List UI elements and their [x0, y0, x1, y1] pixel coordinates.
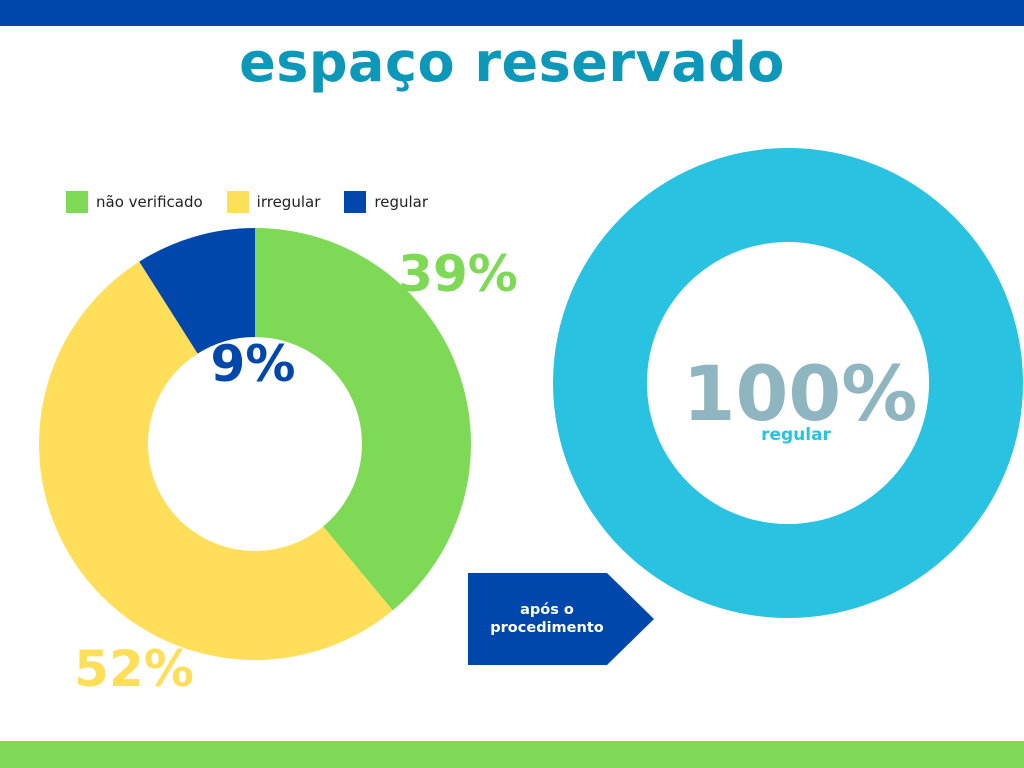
page-title: espaço reservado — [239, 31, 785, 94]
legend-label-irregular: irregular — [256, 193, 321, 211]
legend-swatch-nao-verificado — [66, 191, 88, 213]
legend-swatch-irregular — [226, 191, 249, 213]
legend-item-regular: regular — [344, 191, 428, 213]
chart-legend: não verificado irregular regular — [66, 191, 452, 213]
legend-item-nao-verificado: não verificado — [66, 191, 203, 213]
ring-regular — [553, 148, 1023, 618]
label-nao-verificado-pct: 39% — [398, 245, 518, 303]
bottom-bar — [0, 741, 1024, 768]
legend-item-irregular: irregular — [226, 191, 321, 213]
label-regular-pct: 9% — [211, 335, 296, 393]
slice-nao-verificado — [255, 228, 471, 611]
donut-chart-before — [38, 228, 471, 661]
donut-chart-after — [553, 148, 1023, 618]
slice-regular — [139, 228, 255, 354]
center-label: regular — [761, 425, 831, 445]
slice-irregular — [38, 261, 393, 661]
legend-swatch-regular — [344, 191, 367, 213]
legend-label-nao-verificado: não verificado — [96, 193, 203, 211]
arrow-label: após o procedimento — [490, 602, 604, 636]
label-irregular-pct: 52% — [74, 640, 194, 698]
legend-label-regular: regular — [374, 193, 428, 211]
arrow-shape — [468, 573, 654, 665]
top-bar — [0, 0, 1024, 26]
center-value: 100% — [683, 349, 918, 438]
